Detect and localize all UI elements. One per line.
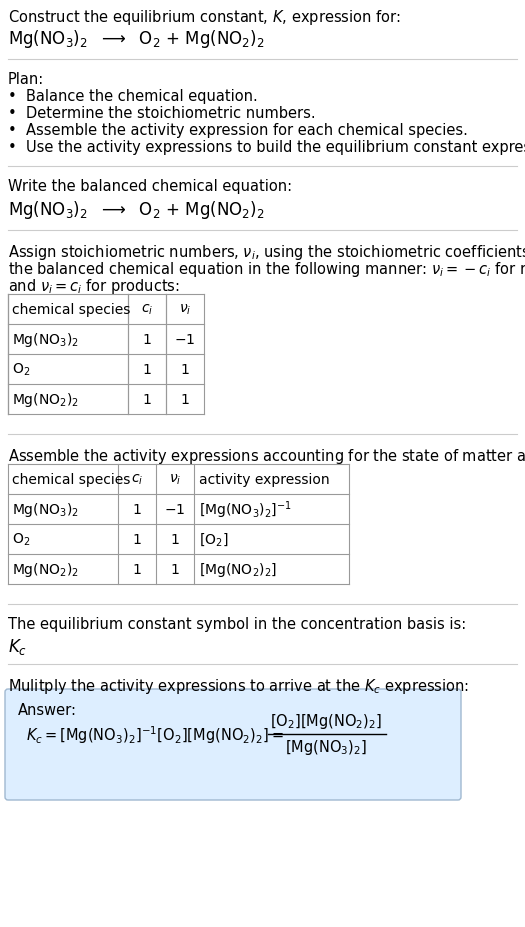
Text: Mg(NO$_3$)$_2$  $\longrightarrow$  O$_2$ + Mg(NO$_2$)$_2$: Mg(NO$_3$)$_2$ $\longrightarrow$ O$_2$ +…: [8, 198, 265, 221]
Text: O$_2$: O$_2$: [12, 362, 30, 378]
Text: 1: 1: [171, 532, 180, 546]
Text: 1: 1: [143, 392, 151, 407]
Text: •  Balance the chemical equation.: • Balance the chemical equation.: [8, 89, 258, 104]
Text: Write the balanced chemical equation:: Write the balanced chemical equation:: [8, 179, 292, 194]
Text: $[\mathrm{Mg(NO_3)_2}]^{-1}$: $[\mathrm{Mg(NO_3)_2}]^{-1}$: [199, 499, 292, 520]
Text: O$_2$: O$_2$: [12, 531, 30, 548]
Text: Mg(NO$_3$)$_2$: Mg(NO$_3$)$_2$: [12, 501, 79, 518]
Text: $-1$: $-1$: [164, 502, 186, 516]
Text: 1: 1: [143, 333, 151, 347]
Text: 1: 1: [132, 563, 141, 577]
Text: Assign stoichiometric numbers, $\nu_i$, using the stoichiometric coefficients, $: Assign stoichiometric numbers, $\nu_i$, …: [8, 243, 525, 261]
Text: $-1$: $-1$: [174, 333, 196, 347]
Text: $[\mathrm{O_2}][\mathrm{Mg(NO_2)_2}]$: $[\mathrm{O_2}][\mathrm{Mg(NO_2)_2}]$: [270, 712, 382, 730]
Text: Assemble the activity expressions accounting for the state of matter and $\nu_i$: Assemble the activity expressions accoun…: [8, 447, 525, 465]
Text: 1: 1: [132, 502, 141, 516]
Text: 1: 1: [143, 362, 151, 376]
Text: the balanced chemical equation in the following manner: $\nu_i = -c_i$ for react: the balanced chemical equation in the fo…: [8, 260, 525, 279]
Text: Answer:: Answer:: [18, 703, 77, 717]
FancyBboxPatch shape: [5, 690, 461, 800]
Text: $K_c = [\mathrm{Mg(NO_3)_2}]^{-1}[\mathrm{O_2}][\mathrm{Mg(NO_2)_2}] = $: $K_c = [\mathrm{Mg(NO_3)_2}]^{-1}[\mathr…: [26, 723, 284, 745]
Text: $c_i$: $c_i$: [131, 472, 143, 487]
Text: •  Determine the stoichiometric numbers.: • Determine the stoichiometric numbers.: [8, 106, 316, 121]
Text: $c_i$: $c_i$: [141, 302, 153, 317]
Text: 1: 1: [171, 563, 180, 577]
Text: Plan:: Plan:: [8, 72, 44, 87]
Text: Mg(NO$_3$)$_2$  $\longrightarrow$  O$_2$ + Mg(NO$_2$)$_2$: Mg(NO$_3$)$_2$ $\longrightarrow$ O$_2$ +…: [8, 28, 265, 50]
Text: 1: 1: [132, 532, 141, 546]
Text: 1: 1: [181, 392, 190, 407]
Text: $[\mathrm{O_2}]$: $[\mathrm{O_2}]$: [199, 531, 228, 548]
Text: Mg(NO$_2$)$_2$: Mg(NO$_2$)$_2$: [12, 390, 79, 409]
Text: chemical species: chemical species: [12, 303, 130, 317]
Text: •  Use the activity expressions to build the equilibrium constant expression.: • Use the activity expressions to build …: [8, 140, 525, 155]
Text: activity expression: activity expression: [199, 473, 330, 487]
Text: Mg(NO$_3$)$_2$: Mg(NO$_3$)$_2$: [12, 331, 79, 349]
Text: $[\mathrm{Mg(NO_3)_2}]$: $[\mathrm{Mg(NO_3)_2}]$: [285, 738, 367, 756]
Text: The equilibrium constant symbol in the concentration basis is:: The equilibrium constant symbol in the c…: [8, 616, 466, 631]
Text: and $\nu_i = c_i$ for products:: and $\nu_i = c_i$ for products:: [8, 276, 180, 296]
Text: chemical species: chemical species: [12, 473, 130, 487]
Text: $\nu_i$: $\nu_i$: [179, 302, 191, 317]
Text: •  Assemble the activity expression for each chemical species.: • Assemble the activity expression for e…: [8, 123, 468, 138]
Text: $K_c$: $K_c$: [8, 636, 27, 656]
Text: 1: 1: [181, 362, 190, 376]
Text: $[\mathrm{Mg(NO_2)_2}]$: $[\mathrm{Mg(NO_2)_2}]$: [199, 561, 277, 578]
Text: Mg(NO$_2$)$_2$: Mg(NO$_2$)$_2$: [12, 561, 79, 578]
Text: Mulitply the activity expressions to arrive at the $K_c$ expression:: Mulitply the activity expressions to arr…: [8, 677, 469, 695]
Text: Construct the equilibrium constant, $K$, expression for:: Construct the equilibrium constant, $K$,…: [8, 8, 401, 27]
Text: $\nu_i$: $\nu_i$: [169, 472, 181, 487]
